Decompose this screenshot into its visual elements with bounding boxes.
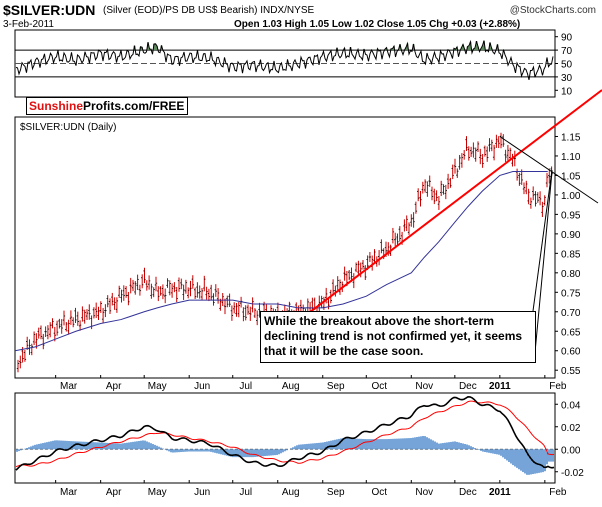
- price-ytick-label: 0.55: [561, 366, 581, 377]
- macd-xtick-label: Oct: [372, 487, 388, 498]
- annotation-pointer: [532, 169, 553, 312]
- rsi-ytick-label: 50: [561, 60, 573, 71]
- rsi-line: [15, 39, 554, 80]
- macd-ytick-label: 0.02: [561, 423, 581, 434]
- price-ytick-label: 0.95: [561, 210, 581, 221]
- declining-trendline: [499, 136, 599, 204]
- price-xtick-label: Oct: [372, 381, 388, 392]
- price-ytick-label: 0.90: [561, 230, 581, 241]
- macd-ytick-label: -0.02: [561, 468, 584, 479]
- rsi-ytick-label: 70: [561, 46, 573, 57]
- macd-xtick-label: Feb: [549, 487, 567, 498]
- chart-description: (Silver (EOD)/PS DB US$ Bearish) INDX/NY…: [103, 5, 315, 16]
- price-ytick-label: 1.00: [561, 191, 581, 202]
- macd-xtick-label: Sep: [327, 487, 345, 498]
- price-bars: [16, 132, 553, 373]
- macd-xtick-label: Dec: [459, 487, 477, 498]
- support-trendline: [304, 89, 602, 317]
- price-xtick-label: Aug: [282, 381, 300, 392]
- annotation-pointer: [533, 171, 553, 364]
- price-ytick-label: 0.85: [561, 249, 581, 260]
- macd-xtick-label: Apr: [106, 487, 122, 498]
- price-ytick-label: 1.10: [561, 152, 581, 163]
- price-panel-label: $SILVER:UDN (Daily): [20, 122, 117, 133]
- rsi-ytick-label: 10: [561, 86, 573, 97]
- price-xtick-label: Feb: [549, 381, 567, 392]
- annotation-box: While the breakout above the short-term …: [260, 311, 536, 363]
- macd-line: [15, 396, 555, 471]
- macd-ytick-label: 0.04: [561, 400, 581, 411]
- price-ytick-label: 1.15: [561, 132, 581, 143]
- price-ytick-label: 1.05: [561, 171, 581, 182]
- macd-histogram: [16, 435, 554, 475]
- macd-xtick-label: May: [148, 487, 167, 498]
- price-xtick-label: Sep: [327, 381, 345, 392]
- copyright-text: @StockCharts.com: [509, 5, 596, 16]
- price-xtick-label: Mar: [60, 381, 78, 392]
- chart-symbol: $SILVER:UDN: [3, 2, 96, 18]
- macd-signal-line: [15, 400, 555, 468]
- watermark-logo: SunshineProfits.com/FREE: [26, 97, 189, 115]
- macd-panel-frame: [14, 392, 556, 484]
- price-ytick-label: 0.80: [561, 269, 581, 280]
- macd-xtick-label: Nov: [415, 487, 433, 498]
- macd-xtick-label: 2011: [489, 487, 511, 498]
- price-ytick-label: 0.70: [561, 308, 581, 319]
- price-xtick-label: Apr: [106, 381, 122, 392]
- price-ytick-label: 0.65: [561, 327, 581, 338]
- chart-date: 3-Feb-2011: [3, 19, 54, 30]
- watermark-black-text: Profits.com/FREE: [83, 99, 185, 113]
- price-xtick-label: 2011: [489, 381, 511, 392]
- moving-average-line: [14, 171, 548, 352]
- price-xtick-label: Jun: [194, 381, 210, 392]
- macd-xtick-label: Jul: [239, 487, 252, 498]
- ohlc-readout: Open 1.03 High 1.05 Low 1.02 Close 1.05 …: [234, 19, 521, 30]
- macd-xtick-label: Aug: [282, 487, 300, 498]
- price-xtick-label: Jul: [239, 381, 252, 392]
- macd-xtick-label: Mar: [60, 487, 78, 498]
- price-ytick-label: 0.60: [561, 347, 581, 358]
- rsi-ytick-label: 30: [561, 73, 573, 84]
- price-xtick-label: Nov: [415, 381, 433, 392]
- price-ytick-label: 0.75: [561, 288, 581, 299]
- macd-ytick-label: 0.00: [561, 445, 581, 456]
- price-xtick-label: Dec: [459, 381, 477, 392]
- macd-xtick-label: Jun: [194, 487, 210, 498]
- watermark-red-text: Sunshine: [29, 99, 84, 113]
- rsi-ytick-label: 90: [561, 33, 573, 44]
- price-xtick-label: May: [148, 381, 167, 392]
